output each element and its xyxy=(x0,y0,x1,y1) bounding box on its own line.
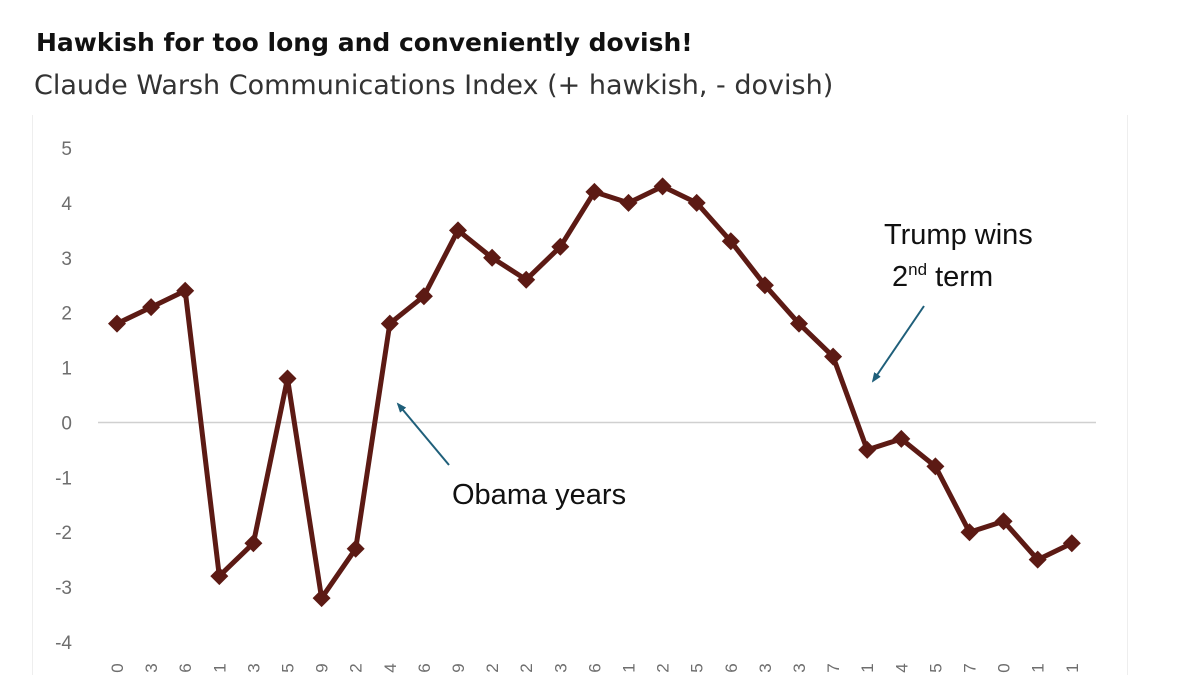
x-tick-label: 2 xyxy=(347,663,366,672)
x-tick-label: 3 xyxy=(756,663,775,672)
data-point-marker xyxy=(755,276,774,295)
data-point-marker xyxy=(380,314,399,333)
data-point-marker xyxy=(960,523,979,542)
trump-annotation-label-line1: Trump wins xyxy=(884,219,1033,251)
trump-annotation-arrow xyxy=(871,305,925,383)
y-axis: 5 4 3 2 1 0 -1 -2 -3 -4 xyxy=(55,139,72,654)
data-point-marker xyxy=(1028,550,1047,569)
x-tick-label: 7 xyxy=(961,663,980,672)
x-tick-label: 5 xyxy=(926,663,945,672)
data-point-marker xyxy=(619,193,638,212)
x-tick-label: 2 xyxy=(483,663,502,672)
data-point-marker xyxy=(653,177,672,196)
data-point-marker xyxy=(346,539,365,558)
data-point-marker xyxy=(142,298,161,317)
x-tick-label: 6 xyxy=(176,663,195,672)
obama-annotation-arrow xyxy=(396,402,450,466)
x-tick-label: 3 xyxy=(551,663,570,672)
data-point-marker xyxy=(721,232,740,251)
y-tick-label: 1 xyxy=(61,359,72,380)
x-tick-label: 3 xyxy=(790,663,809,672)
x-tick-label: 9 xyxy=(313,663,332,672)
y-tick-label: -2 xyxy=(55,523,72,544)
data-point-marker xyxy=(483,248,502,267)
data-point-marker xyxy=(892,429,911,448)
data-point-marker xyxy=(449,221,467,240)
x-tick-label: 0 xyxy=(108,663,127,672)
chart-subtitle: Claude Warsh Communications Index (+ haw… xyxy=(34,70,834,101)
x-tick-label: 1 xyxy=(1029,663,1048,672)
chart-title: Hawkish for too long and conveniently do… xyxy=(36,28,693,57)
x-tick-label: 6 xyxy=(585,663,604,672)
trump-annotation-label-line2: 2nd term xyxy=(892,260,993,293)
data-point-marker xyxy=(210,567,229,586)
x-tick-label: 1 xyxy=(1063,663,1082,672)
data-point-marker xyxy=(585,182,604,201)
data-point-marker xyxy=(858,440,877,459)
data-point-marker xyxy=(994,512,1013,531)
x-tick-label: 2 xyxy=(654,663,673,672)
x-tick-label: 1 xyxy=(210,663,229,672)
x-tick-label: 9 xyxy=(449,663,468,672)
y-tick-label: 0 xyxy=(61,413,72,434)
x-tick-label: 5 xyxy=(279,663,298,672)
x-tick-label: 4 xyxy=(892,663,911,672)
x-tick-label: 0 xyxy=(995,663,1014,672)
data-point-marker xyxy=(687,193,706,212)
data-point-marker xyxy=(108,314,126,333)
data-point-marker xyxy=(278,369,297,388)
x-axis: 0 3 6 1 3 5 9 2 4 6 9 2 2 3 6 1 2 5 6 3 3 7 1 4 5 7 0 1 1 xyxy=(108,663,1082,672)
data-point-marker xyxy=(517,270,536,289)
data-point-marker xyxy=(176,281,195,300)
x-tick-label: 6 xyxy=(415,663,434,672)
data-point-marker xyxy=(926,457,945,476)
x-tick-label: 6 xyxy=(722,663,741,672)
series-markers xyxy=(108,177,1081,608)
x-tick-label: 4 xyxy=(381,663,400,672)
x-tick-label: 3 xyxy=(244,663,263,672)
data-point-marker xyxy=(1062,534,1081,553)
plot-frame xyxy=(32,115,1128,675)
x-tick-label: 7 xyxy=(824,663,843,672)
x-tick-label: 5 xyxy=(688,663,707,672)
x-tick-label: 1 xyxy=(858,663,877,672)
x-tick-label: 3 xyxy=(142,663,161,672)
obama-annotation-label: Obama years xyxy=(452,479,626,511)
data-point-marker xyxy=(824,347,843,366)
y-tick-label: 3 xyxy=(61,249,72,270)
x-tick-label: 2 xyxy=(517,663,536,672)
y-tick-label: 2 xyxy=(61,304,72,325)
y-tick-label: -1 xyxy=(55,468,72,489)
y-tick-label: 4 xyxy=(61,194,72,215)
data-point-marker xyxy=(790,314,808,333)
y-tick-label: -3 xyxy=(55,578,72,599)
data-point-marker xyxy=(244,534,263,553)
y-tick-label: 5 xyxy=(61,139,72,160)
y-tick-label: -4 xyxy=(55,633,72,654)
data-point-marker xyxy=(312,589,331,608)
data-point-marker xyxy=(414,287,433,306)
data-point-marker xyxy=(551,237,570,256)
x-tick-label: 1 xyxy=(620,663,639,672)
